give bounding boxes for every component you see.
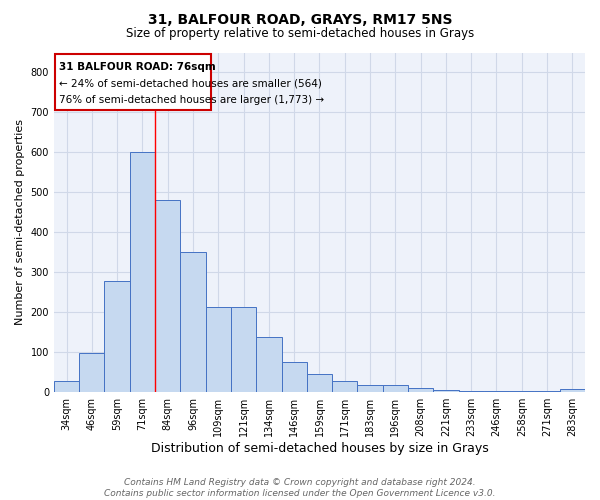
Bar bbox=[458, 391, 484, 392]
Bar bbox=[408, 388, 433, 392]
Bar bbox=[281, 362, 307, 392]
FancyBboxPatch shape bbox=[55, 54, 211, 110]
Bar bbox=[560, 390, 585, 392]
Y-axis label: Number of semi-detached properties: Number of semi-detached properties bbox=[15, 120, 25, 326]
Bar bbox=[181, 252, 206, 392]
X-axis label: Distribution of semi-detached houses by size in Grays: Distribution of semi-detached houses by … bbox=[151, 442, 488, 455]
Bar bbox=[332, 381, 358, 392]
Text: Size of property relative to semi-detached houses in Grays: Size of property relative to semi-detach… bbox=[126, 28, 474, 40]
Bar bbox=[155, 200, 181, 392]
Bar bbox=[433, 390, 458, 392]
Bar bbox=[79, 354, 104, 392]
Text: 31, BALFOUR ROAD, GRAYS, RM17 5NS: 31, BALFOUR ROAD, GRAYS, RM17 5NS bbox=[148, 12, 452, 26]
Bar bbox=[358, 386, 383, 392]
Bar bbox=[130, 152, 155, 392]
Text: 76% of semi-detached houses are larger (1,773) →: 76% of semi-detached houses are larger (… bbox=[59, 96, 324, 106]
Bar bbox=[256, 338, 281, 392]
Text: ← 24% of semi-detached houses are smaller (564): ← 24% of semi-detached houses are smalle… bbox=[59, 78, 322, 88]
Bar bbox=[231, 306, 256, 392]
Bar bbox=[307, 374, 332, 392]
Text: 31 BALFOUR ROAD: 76sqm: 31 BALFOUR ROAD: 76sqm bbox=[59, 62, 216, 72]
Bar bbox=[104, 281, 130, 392]
Text: Contains HM Land Registry data © Crown copyright and database right 2024.
Contai: Contains HM Land Registry data © Crown c… bbox=[104, 478, 496, 498]
Bar bbox=[54, 381, 79, 392]
Bar bbox=[206, 306, 231, 392]
Bar bbox=[383, 386, 408, 392]
